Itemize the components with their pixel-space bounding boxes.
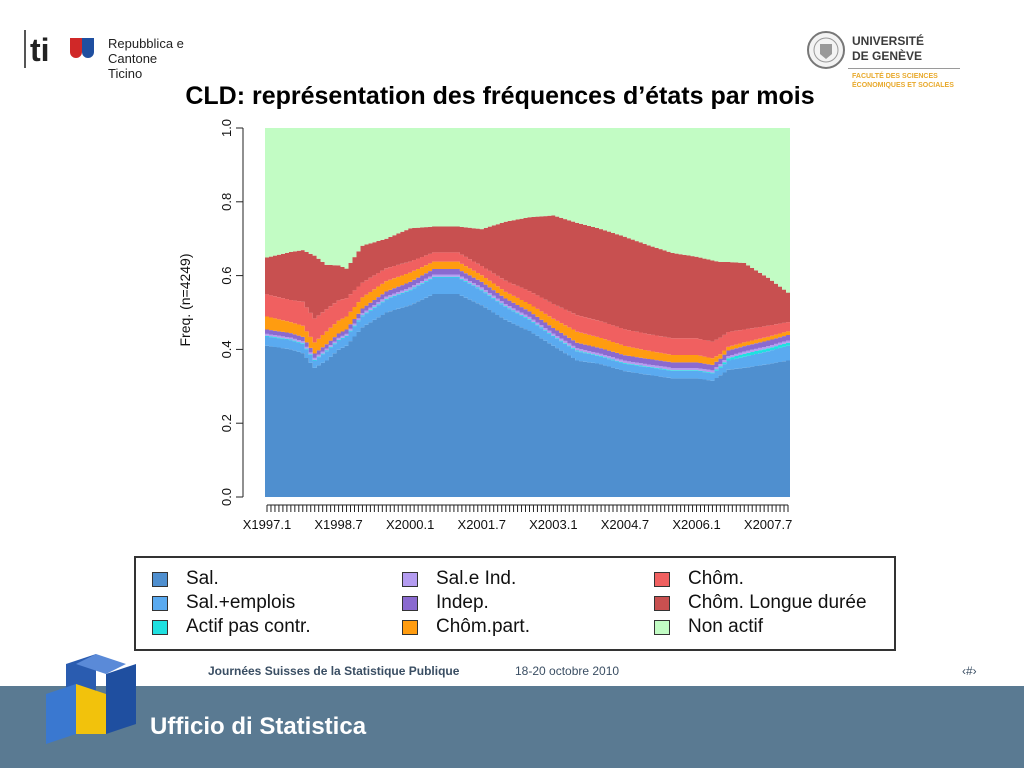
slide-title: CLD: représentation des fréquences d’éta… — [185, 82, 815, 110]
x-tick-label: X2001.7 — [458, 517, 506, 532]
area-series-sal — [265, 294, 790, 497]
chart-areas — [265, 128, 790, 497]
legend-swatch — [402, 572, 418, 587]
legend-swatch — [654, 572, 670, 587]
chart-legend: Sal. Sal.+emplois Actif pas contr. Sal.e In… — [134, 556, 896, 651]
canton-ticino-logo: ti Repubblica e Cantone Ticino — [24, 30, 234, 81]
x-tick-label: X1997.1 — [243, 517, 291, 532]
area-series-sal-emplois — [265, 277, 790, 381]
footer-event: Journées Suisses de la Statistique Publi… — [208, 664, 460, 678]
legend-label: Non actif — [688, 616, 763, 637]
area-series-ch-m-longue-dur-e — [265, 215, 790, 342]
y-tick-label: 0.2 — [219, 414, 234, 432]
y-tick-label: 0.8 — [219, 193, 234, 211]
legend-label: Chôm. Longue durée — [688, 592, 867, 613]
stacked-area-chart: 0.0 0.2 0.4 0.6 0.8 1.0 X1997.1 X1998.7 X2000.1… — [177, 119, 792, 532]
footer-band — [0, 686, 1024, 768]
legend-label: Chôm. — [688, 568, 744, 589]
y-axis: 0.0 0.2 0.4 0.6 0.8 1.0 — [219, 119, 244, 506]
universite-geneve-logo: UNIVERSITÉ DE GENÈVE FACULTÉ DES SCIENCE… — [806, 30, 966, 94]
area-series-ch-m-part — [265, 261, 790, 365]
legend-swatch — [152, 572, 168, 587]
legend-swatch — [402, 620, 418, 635]
university-name: UNIVERSITÉ DE GENÈVE — [852, 34, 925, 63]
y-tick-label: 0.0 — [219, 488, 234, 506]
legend-label: Chôm.part. — [436, 616, 530, 637]
y-tick-label: 1.0 — [219, 119, 234, 137]
legend-label: Sal. — [186, 568, 219, 589]
x-axis: X1997.1 X1998.7 X2000.1 X2001.7 X2003.1 X2004… — [243, 504, 792, 532]
footer-dates: 18-20 octobre 2010 — [515, 664, 620, 678]
svg-text:ti: ti — [30, 32, 50, 68]
area-series-non-actif — [265, 128, 790, 293]
x-tick-label: X2006.1 — [672, 517, 720, 532]
legend-label: Indep. — [436, 592, 489, 613]
x-tick-label: X2003.1 — [529, 517, 577, 532]
x-tick-label: X1998.7 — [314, 517, 362, 532]
legend-swatch — [152, 620, 168, 635]
legend-swatch — [654, 596, 670, 611]
organization-name: Ufficio di Statistica — [150, 713, 367, 740]
page-number: ‹#› — [962, 664, 977, 678]
legend-label: Actif pas contr. — [186, 616, 311, 637]
x-tick-label: X2007.7 — [744, 517, 792, 532]
ti-logo-icon: ti — [24, 30, 94, 68]
legend-swatch — [402, 596, 418, 611]
x-tick-label: X2004.7 — [601, 517, 649, 532]
legend-swatch — [654, 620, 670, 635]
x-tick-label: X2000.1 — [386, 517, 434, 532]
y-tick-label: 0.4 — [219, 340, 234, 358]
faculty-name: FACULTÉ DES SCIENCES ÉCONOMIQUES ET SOCI… — [852, 73, 954, 89]
legend-label: Sal.e Ind. — [436, 568, 517, 589]
legend-label: Sal.+emplois — [186, 592, 296, 613]
y-tick-label: 0.6 — [219, 267, 234, 285]
y-axis-label: Freq. (n=4249) — [177, 254, 193, 347]
ufficio-statistica-logo-icon — [46, 654, 136, 744]
canton-name: Repubblica e Cantone Ticino — [108, 36, 184, 81]
university-seal-icon — [807, 31, 845, 69]
legend-swatch — [152, 596, 168, 611]
